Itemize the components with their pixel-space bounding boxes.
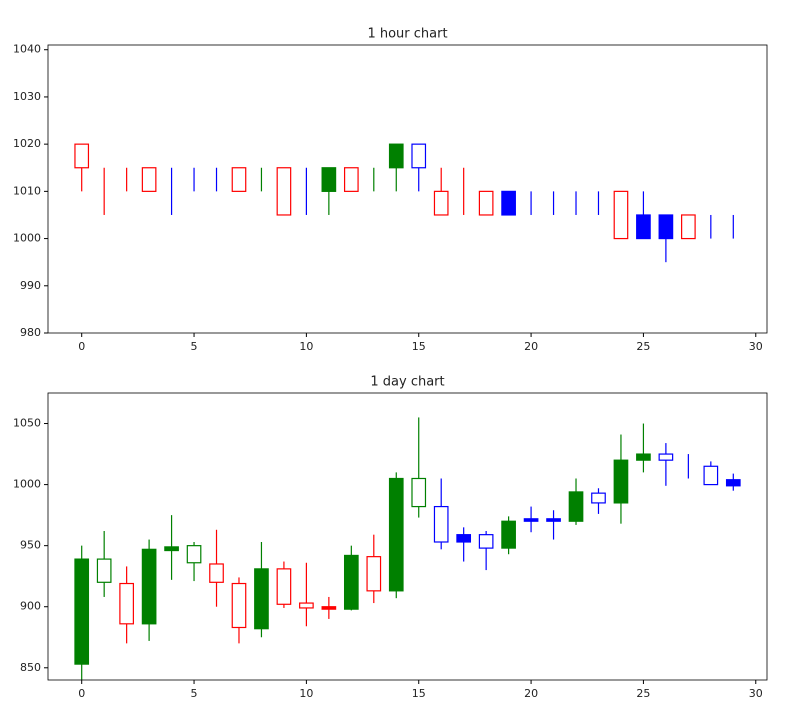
y-tick-label: 1040: [13, 43, 41, 56]
x-tick-label: 20: [524, 687, 538, 700]
y-tick-label: 850: [20, 661, 41, 674]
candle-body: [276, 167, 292, 216]
candle-body: [231, 582, 247, 629]
x-tick-label: 0: [78, 687, 85, 700]
candle-body: [501, 520, 516, 549]
candle-body: [478, 190, 494, 216]
candle-body: [299, 602, 314, 609]
candle-body: [321, 606, 337, 610]
candle-body: [523, 518, 539, 522]
candle-body: [613, 459, 629, 504]
candle-body: [388, 143, 404, 169]
x-tick-label: 5: [191, 687, 198, 700]
axes-frame: [47, 44, 768, 334]
y-tick-label: 1030: [13, 90, 41, 103]
candle-body: [636, 453, 651, 461]
y-tick-label: 900: [20, 600, 41, 613]
y-tick-label: 950: [20, 539, 41, 552]
candle-body: [658, 214, 674, 240]
candle-body: [74, 558, 90, 665]
candle-body: [636, 214, 651, 240]
candle-body: [658, 453, 674, 461]
candle-body: [681, 214, 696, 240]
x-tick-label: 30: [749, 340, 763, 353]
candle-body: [96, 558, 112, 583]
x-tick-label: 5: [191, 340, 198, 353]
candle-body: [343, 167, 359, 192]
candle-body: [411, 477, 427, 508]
x-tick-label: 10: [299, 340, 313, 353]
candle-body: [119, 582, 134, 625]
candle-body: [74, 143, 90, 169]
candle-body: [546, 518, 561, 522]
y-tick-label: 1000: [13, 478, 41, 491]
candle-body: [568, 491, 584, 522]
y-tick-label: 1050: [13, 417, 41, 430]
chart-title: 1 hour chart: [367, 27, 447, 42]
candle-body: [725, 479, 741, 487]
candle-body: [164, 546, 179, 552]
x-tick-label: 15: [412, 340, 426, 353]
candle-body: [433, 505, 449, 543]
candle-body: [591, 492, 606, 504]
x-tick-label: 10: [299, 687, 313, 700]
x-tick-label: 0: [78, 340, 85, 353]
y-tick-label: 1020: [13, 137, 41, 150]
x-tick-label: 30: [749, 687, 763, 700]
candle-body: [433, 190, 449, 216]
chart-title: 1 day chart: [370, 375, 444, 390]
x-tick-label: 25: [636, 687, 650, 700]
y-tick-label: 1010: [13, 184, 41, 197]
x-tick-label: 15: [412, 687, 426, 700]
candle-body: [141, 167, 157, 192]
candle-body: [613, 190, 629, 240]
candle-body: [343, 554, 359, 610]
candle-body: [456, 534, 472, 543]
y-tick-label: 1000: [13, 232, 41, 245]
candle-body: [703, 465, 719, 486]
candle-body: [478, 534, 494, 549]
candle-body: [321, 167, 337, 192]
x-tick-label: 25: [636, 340, 650, 353]
candle-body: [411, 143, 427, 169]
axes-frame: [47, 392, 768, 681]
candle-body: [254, 568, 269, 630]
y-tick-label: 990: [20, 279, 41, 292]
y-tick-label: 980: [20, 326, 41, 339]
x-tick-label: 20: [524, 340, 538, 353]
candle-body: [209, 563, 224, 583]
candle-body: [276, 568, 292, 605]
candle-body: [366, 556, 382, 592]
candle-body: [141, 548, 157, 625]
candle-body: [186, 545, 202, 564]
candle-body: [388, 477, 404, 592]
candle-body: [231, 167, 247, 192]
candle-body: [501, 190, 516, 216]
